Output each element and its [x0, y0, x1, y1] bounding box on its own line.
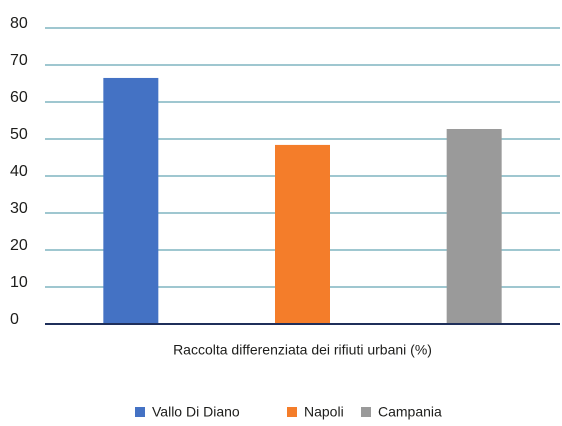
y-tick-label: 60	[10, 89, 28, 106]
legend-label: Vallo Di Diano	[152, 404, 240, 420]
y-tick-label: 80	[10, 15, 28, 32]
legend-label: Napoli	[304, 404, 344, 420]
y-tick-label: 30	[10, 200, 28, 217]
y-tick-label: 10	[10, 274, 28, 291]
y-tick-label: 0	[10, 311, 19, 328]
legend-label: Campania	[378, 404, 442, 420]
bar	[275, 144, 330, 324]
y-tick-label: 20	[10, 237, 28, 254]
x-tick-label: Raccolta differenziata dei rifiuti urban…	[173, 342, 432, 358]
y-tick-label: 50	[10, 126, 28, 143]
legend-swatch	[135, 407, 145, 417]
y-tick-label: 40	[10, 163, 28, 180]
y-tick-label: 70	[10, 52, 28, 69]
bar	[446, 129, 502, 324]
legend-swatch	[287, 407, 297, 417]
legend-swatch	[361, 407, 371, 417]
bar	[103, 77, 159, 324]
